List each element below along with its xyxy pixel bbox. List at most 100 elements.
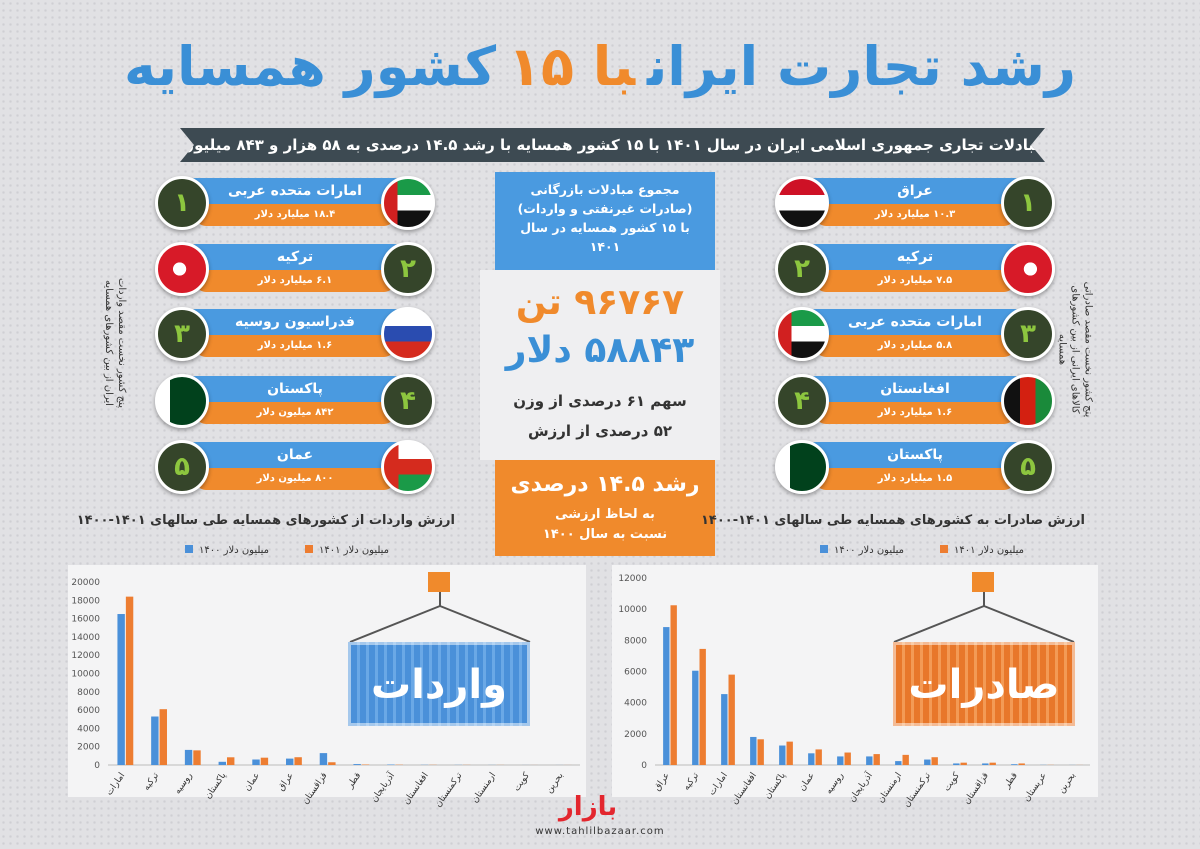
x-tick-label: کویت — [512, 770, 532, 793]
bar — [260, 757, 269, 765]
bar — [757, 739, 764, 765]
country-value: ۱.۵ میلیارد دلار — [815, 468, 1015, 490]
x-tick-label: عراق — [652, 771, 672, 793]
top-country: پاکستان ۸۴۲ میلیون دلار ۴ — [155, 370, 435, 430]
top-country: پاکستان ۱.۵ میلیارد دلار ۵ — [775, 436, 1055, 496]
crane-hook — [428, 572, 450, 592]
flag — [775, 176, 829, 230]
url: www.tahlilbazaar.com — [535, 826, 665, 837]
x-tick-label: بحرین — [1057, 771, 1078, 795]
top-country: ترکیه ۷.۵ میلیارد دلار ۲ — [775, 238, 1055, 298]
top-country: امارات متحده عربی ۵.۸ میلیارد دلار ۳ — [775, 303, 1055, 363]
y-tick-label: 0 — [94, 761, 100, 771]
legend-swatch — [940, 545, 948, 553]
bar — [989, 762, 996, 765]
bar — [286, 758, 294, 765]
country-name: فدراسیون روسیه — [183, 309, 407, 335]
x-tick-label: روسیه — [824, 771, 846, 796]
rank-badge: ۴ — [775, 374, 829, 428]
legend-label: میلیون دلار ۱۴۰۱ — [954, 545, 1024, 556]
center-value-share: ۵۲ درصدی از ارزش — [527, 422, 673, 440]
x-tick-label: امارات — [707, 771, 730, 798]
country-value: ۱۸.۴ میلیارد دلار — [195, 204, 395, 226]
y-tick-label: 16000 — [71, 615, 100, 625]
flag — [155, 242, 209, 296]
crane-cables — [349, 592, 531, 643]
top-country: افغانستان ۱.۶ میلیارد دلار ۴ — [775, 370, 1055, 430]
subtitle: مبادلات تجاری جمهوری اسلامی ایران در سال… — [180, 128, 1045, 162]
center-panel — [480, 270, 720, 460]
side-note: پنج کشور نخست مقصد صادراتی کالاهای ایران… — [1056, 281, 1094, 418]
rank-badge: ۵ — [155, 440, 209, 494]
flag — [775, 440, 829, 494]
flag — [775, 307, 829, 361]
country-name: عمان — [183, 442, 407, 468]
bar — [328, 762, 336, 765]
x-tick-label: قطر — [1002, 771, 1020, 791]
y-tick-label: 10000 — [71, 670, 100, 680]
rank-badge: ۲ — [775, 242, 829, 296]
legend-label: میلیون دلار ۱۴۰۱ — [319, 545, 389, 556]
bar — [960, 762, 967, 765]
country-value: ۱.۶ میلیارد دلار — [195, 335, 395, 357]
legend-label: میلیون دلار ۱۴۰۰ — [199, 545, 269, 556]
x-tick-label: امارات — [105, 771, 128, 798]
country-name: ترکیه — [803, 244, 1027, 270]
bar — [815, 749, 822, 765]
center-weight-share: سهم ۶۱ درصدی از وزن — [513, 392, 687, 410]
y-tick-label: 4000 — [77, 724, 100, 734]
brand: بازار — [558, 792, 618, 822]
container-label: واردات — [348, 642, 530, 726]
chart-title: ارزش صادرات به کشورهای همسایه طی سالهای … — [701, 513, 1085, 528]
y-tick-label: 6000 — [624, 668, 647, 678]
legend-swatch — [820, 545, 828, 553]
flag — [155, 374, 209, 428]
x-tick-label: عربستان — [1022, 771, 1049, 804]
y-tick-label: 6000 — [77, 706, 100, 716]
top-country: فدراسیون روسیه ۱.۶ میلیارد دلار ۳ — [155, 303, 435, 363]
x-tick-label: قزاقستان — [962, 771, 991, 806]
x-tick-label: ترکمنستان — [433, 771, 464, 808]
country-name: عراق — [803, 178, 1027, 204]
bar — [294, 757, 302, 765]
x-tick-label: آذربایجان — [368, 769, 397, 804]
country-name: امارات متحده عربی — [803, 309, 1027, 335]
top-country: عراق ۱۰.۳ میلیارد دلار ۱ — [775, 172, 1055, 232]
bar — [252, 759, 260, 765]
bar — [117, 614, 125, 765]
country-name: امارات متحده عربی — [183, 178, 407, 204]
side-note: پنج کشور نخست مقصد واردات ایران از بین ک… — [103, 277, 127, 409]
center-box-title: مجموع مبادلات بازرگانی (صادرات غیرنفتی و… — [495, 172, 715, 270]
crane-cables — [893, 592, 1075, 643]
bar — [721, 694, 728, 765]
country-name: پاکستان — [803, 442, 1027, 468]
x-tick-label: آذربایجان — [846, 769, 875, 804]
country-value: ۱.۶ میلیارد دلار — [815, 402, 1015, 424]
country-name: پاکستان — [183, 376, 407, 402]
bar — [699, 648, 706, 765]
center-value: ۵۸۸۴۳ دلار — [505, 330, 695, 371]
bar — [873, 754, 880, 765]
y-tick-label: 0 — [641, 761, 647, 771]
x-tick-label: روسیه — [173, 771, 195, 796]
top-country: ترکیه ۶.۱ میلیارد دلار ۲ — [155, 238, 435, 298]
y-tick-label: 10000 — [618, 605, 647, 615]
y-tick-label: 20000 — [71, 578, 100, 588]
x-tick-label: ارمنستان — [876, 771, 904, 805]
flag — [1001, 374, 1055, 428]
bar — [982, 763, 989, 765]
country-value: ۷.۵ میلیارد دلار — [815, 270, 1015, 292]
x-tick-label: ترکیه — [142, 771, 162, 793]
x-tick-label: پاکستان — [763, 771, 788, 801]
rank-badge: ۲ — [381, 242, 435, 296]
y-tick-label: 18000 — [71, 596, 100, 606]
bar — [353, 764, 361, 765]
x-tick-label: عراق — [276, 771, 296, 793]
x-tick-label: کویت — [942, 770, 962, 793]
top-country: امارات متحده عربی ۱۸.۴ میلیارد دلار ۱ — [155, 172, 435, 232]
y-tick-label: 12000 — [71, 651, 100, 661]
x-tick-label: عمان — [243, 771, 263, 793]
x-tick-label: ترکیه — [682, 771, 702, 793]
imports-chart: ارزش واردات از کشورهای همسایه طی سالهای … — [71, 513, 580, 808]
bar — [866, 756, 873, 765]
